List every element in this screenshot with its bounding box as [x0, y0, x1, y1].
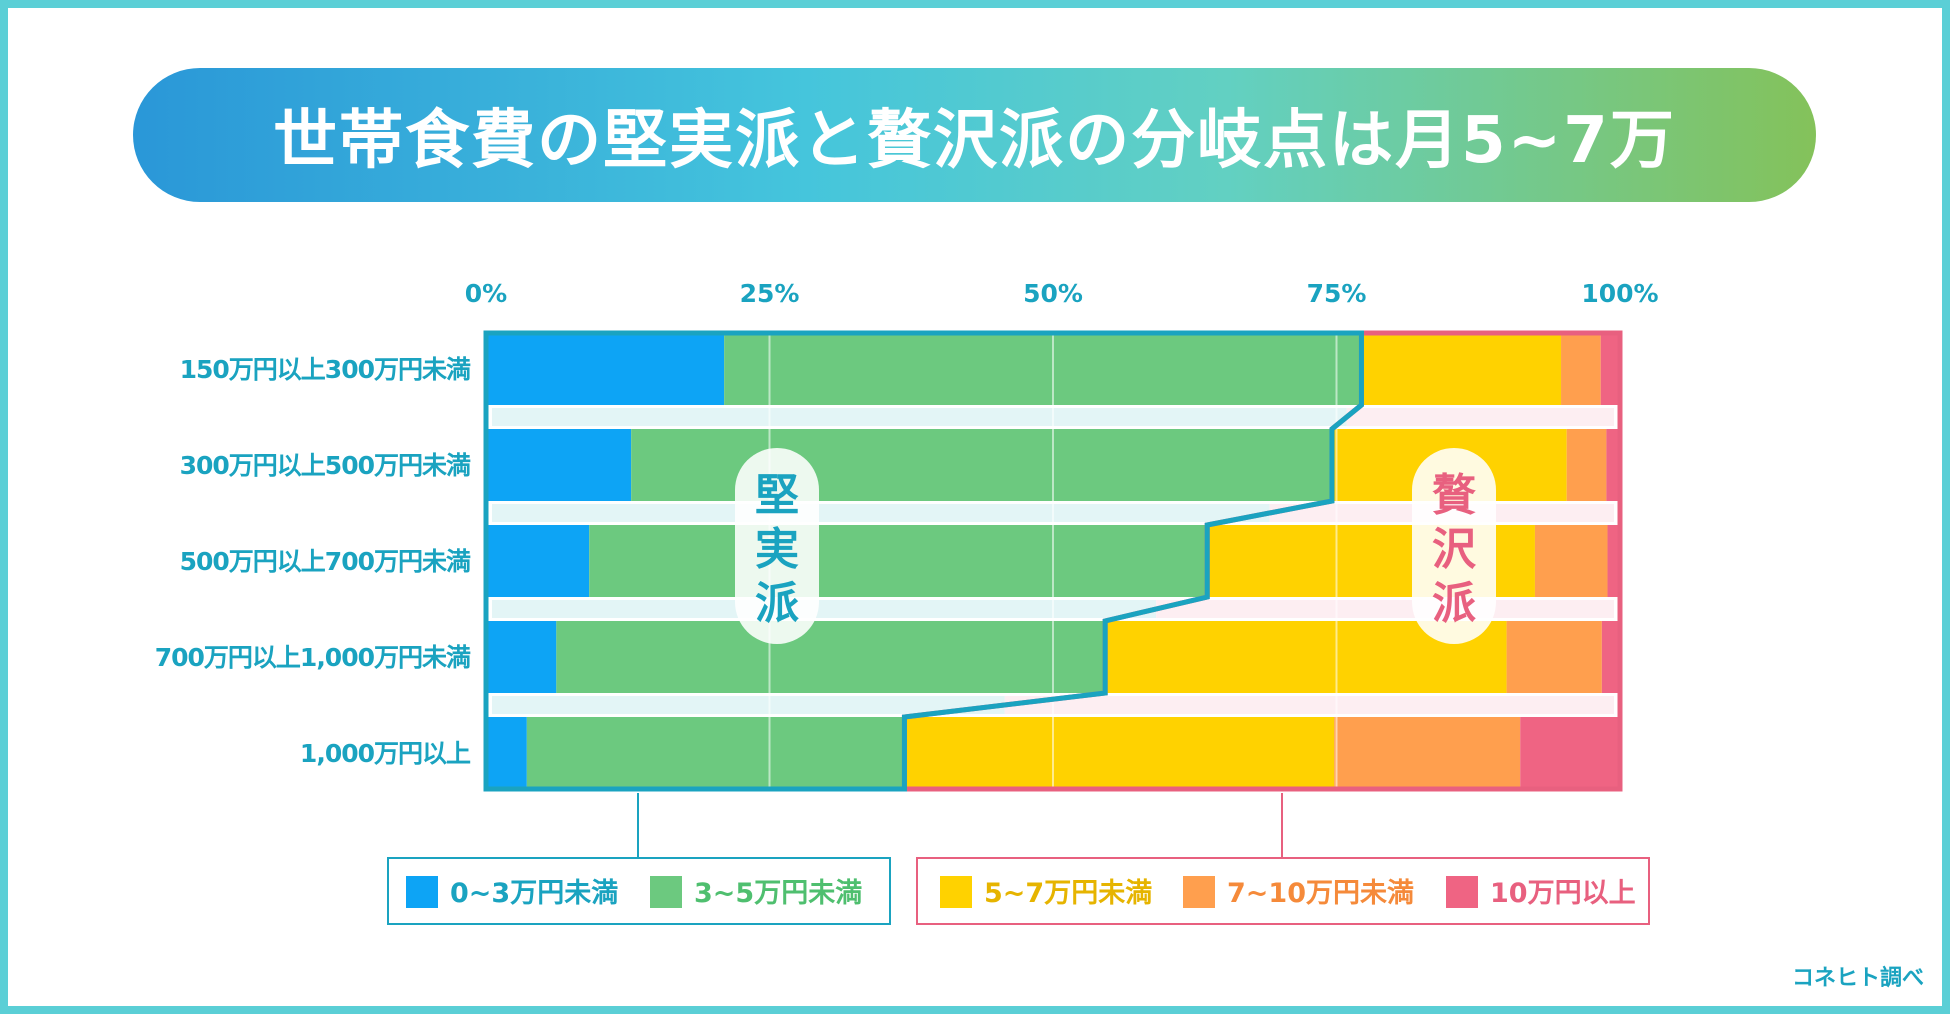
- legend-swatch: [650, 876, 682, 908]
- legend-label: 0~3万円未満: [450, 878, 618, 909]
- title-banner: 世帯食費の堅実派と贅沢派の分岐点は月5~7万: [133, 68, 1816, 202]
- luxury-zone-pill: [1412, 448, 1496, 644]
- gap-strip: [492, 696, 1005, 714]
- frugal-zone-char: 堅: [755, 470, 799, 521]
- legend-label: 3~5万円未満: [694, 878, 862, 909]
- frugal-zone-char: 実: [755, 524, 799, 575]
- bar-segment: [1506, 621, 1602, 693]
- x-tick-label: 0%: [465, 279, 507, 308]
- bar-segment: [1601, 621, 1620, 693]
- bar-segment: [1607, 525, 1620, 597]
- bar-segment: [1334, 717, 1521, 789]
- luxury-zone-label: 贅沢派: [1412, 448, 1496, 644]
- bar-segment: [904, 717, 1335, 789]
- x-tick-label: 25%: [740, 279, 800, 308]
- legend-label: 10万円以上: [1490, 878, 1636, 909]
- bar-segment: [1361, 333, 1562, 405]
- bar-segment: [486, 621, 557, 693]
- bar-segment: [526, 717, 905, 789]
- category-label: 1,000万円以上: [300, 739, 471, 768]
- bar-segment: [589, 525, 1208, 597]
- luxury-zone-char: 贅: [1432, 470, 1476, 521]
- category-label: 300万円以上500万円未満: [180, 451, 471, 480]
- frugal-zone-char: 派: [755, 578, 799, 629]
- legend-swatch: [1183, 876, 1215, 908]
- gap-strip: [492, 600, 1157, 618]
- bar-segment: [1600, 333, 1620, 405]
- bar-segment: [556, 621, 1106, 693]
- gap-strip: [492, 408, 1347, 426]
- gap-strip: [1004, 696, 1614, 714]
- bar-segment: [1561, 333, 1601, 405]
- source-note: コネヒト調べ: [1791, 966, 1924, 991]
- gap-strip: [492, 504, 1270, 522]
- x-tick-label: 50%: [1023, 279, 1083, 308]
- x-tick-label: 100%: [1581, 279, 1658, 308]
- luxury-zone-char: 派: [1432, 578, 1476, 629]
- chart-title: 世帯食費の堅実派と贅沢派の分岐点は月5~7万: [273, 104, 1676, 178]
- bar-segment: [486, 333, 725, 405]
- bar-segment: [1534, 525, 1608, 597]
- bar-segment: [1520, 717, 1620, 789]
- bar-segment: [1606, 429, 1620, 501]
- luxury-zone-char: 沢: [1432, 524, 1477, 575]
- category-label: 150万円以上300万円未満: [180, 355, 471, 384]
- gap-strip: [1156, 600, 1614, 618]
- frugal-outline: [483, 330, 1364, 792]
- legend-swatch: [1446, 876, 1478, 908]
- legend-label: 7~10万円未満: [1227, 878, 1414, 909]
- bar-segment: [486, 429, 632, 501]
- legend-swatch: [406, 876, 438, 908]
- bar-segment: [1566, 429, 1607, 501]
- frugal-zone-pill: [735, 448, 819, 644]
- legend-frugal-box: [387, 857, 891, 925]
- category-label: 700万円以上1,000万円未満: [155, 643, 471, 672]
- bar-segment: [724, 333, 1362, 405]
- bar-segment: [486, 525, 590, 597]
- legend-swatch: [940, 876, 972, 908]
- frugal-zone-label: 堅実派: [735, 448, 819, 644]
- category-label: 500万円以上700万円未満: [180, 547, 471, 576]
- x-tick-label: 75%: [1307, 279, 1367, 308]
- legend-label: 5~7万円未満: [984, 878, 1152, 909]
- gap-strip: [1346, 408, 1614, 426]
- legend-luxury-box: [916, 857, 1650, 925]
- bar-segment: [486, 717, 527, 789]
